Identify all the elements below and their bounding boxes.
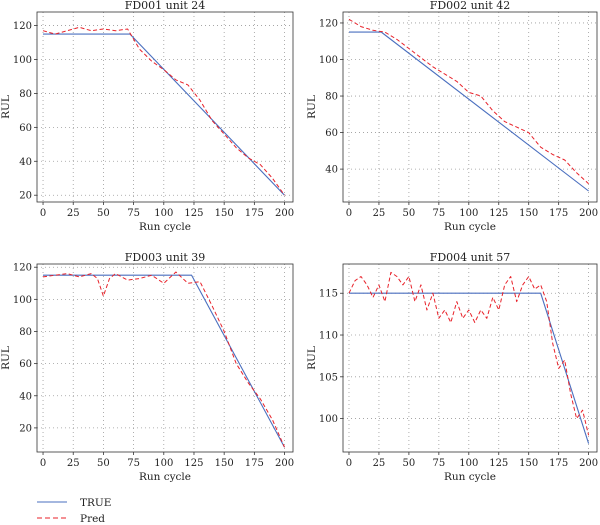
- x-tick-label: 125: [489, 458, 508, 469]
- y-axis-label: RUL: [306, 346, 318, 370]
- x-tick-label: 150: [215, 208, 234, 219]
- y-tick-label: 100: [13, 55, 32, 66]
- chart-panel-1: 0 25 50 75 100 125 150 175 200 20 40 60 80 100 120 FD00…: [0, 0, 294, 233]
- x-tick-label: 150: [519, 208, 538, 219]
- y-axis-label: RUL: [0, 346, 12, 370]
- y-tick-label: 100: [319, 55, 338, 66]
- x-tick-label: 50: [403, 458, 416, 469]
- x-tick-label: 25: [373, 458, 386, 469]
- y-tick-label: 100: [319, 414, 338, 425]
- y-tick-label: 40: [325, 165, 338, 176]
- x-tick-label: 175: [549, 208, 568, 219]
- y-tick-label: 120: [13, 21, 32, 32]
- x-axis-label: Run cycle: [444, 221, 496, 233]
- x-tick-label: 200: [275, 208, 294, 219]
- x-tick-label: 75: [127, 458, 140, 469]
- y-tick-label: 60: [19, 359, 32, 370]
- x-tick-label: 75: [432, 458, 445, 469]
- series-pred-line: [348, 271, 590, 436]
- x-tick-label: 25: [67, 208, 80, 219]
- x-tick-label: 50: [97, 208, 110, 219]
- x-tick-label: 0: [346, 208, 352, 219]
- x-tick-label: 0: [40, 208, 46, 219]
- chart-title: FD003 unit 39: [125, 251, 206, 264]
- x-tick-label: 50: [403, 208, 416, 219]
- x-tick-label: 100: [154, 458, 173, 469]
- y-tick-label: 60: [19, 123, 32, 134]
- x-tick-label: 175: [549, 458, 568, 469]
- chart-panel-3: 0 25 50 75 100 125 150 175 200 20 40 60 80 100 120 FD00…: [0, 251, 294, 483]
- y-tick-label: 110: [319, 331, 338, 342]
- x-tick-label: 25: [67, 458, 80, 469]
- y-tick-label: 80: [19, 327, 32, 338]
- x-tick-label: 25: [373, 208, 386, 219]
- y-tick-label: 80: [325, 92, 338, 103]
- legend-true-label: TRUE: [80, 497, 111, 509]
- x-tick-label: 125: [184, 458, 203, 469]
- y-tick-label: 120: [13, 263, 32, 274]
- x-tick-label: 0: [40, 458, 46, 469]
- x-axis-label: Run cycle: [139, 221, 191, 233]
- plot-frame: [36, 11, 294, 203]
- y-tick-label: 40: [19, 391, 32, 402]
- x-tick-label: 0: [346, 458, 352, 469]
- legend: TRUE Pred: [37, 497, 111, 525]
- x-tick-label: 100: [459, 208, 478, 219]
- x-tick-label: 100: [154, 208, 173, 219]
- x-tick-label: 200: [579, 458, 598, 469]
- x-tick-label: 125: [184, 208, 203, 219]
- plot-frame: [342, 263, 598, 453]
- x-tick-label: 200: [579, 208, 598, 219]
- y-axis-label: RUL: [0, 95, 12, 119]
- y-axis-label: RUL: [306, 95, 318, 119]
- y-tick-label: 105: [319, 372, 338, 383]
- y-tick-label: 115: [319, 289, 338, 300]
- y-tick-label: 20: [19, 423, 32, 434]
- y-tick-label: 40: [19, 157, 32, 168]
- x-tick-label: 150: [215, 458, 234, 469]
- x-tick-label: 175: [245, 458, 264, 469]
- chart-title: FD004 unit 57: [430, 251, 511, 264]
- series-true-line: [349, 31, 589, 192]
- y-tick-label: 60: [325, 128, 338, 139]
- x-axis-label: Run cycle: [139, 471, 191, 483]
- y-tick-label: 100: [13, 295, 32, 306]
- plot-frame: [36, 263, 294, 453]
- chart-panel-2: 0 25 50 75 100 125 150 175 200 40 60 80 100 120 FD002 …: [306, 0, 598, 233]
- x-tick-label: 50: [97, 458, 110, 469]
- y-tick-label: 20: [19, 191, 32, 202]
- x-tick-label: 200: [275, 458, 294, 469]
- x-axis-label: Run cycle: [444, 471, 496, 483]
- x-tick-label: 125: [489, 208, 508, 219]
- legend-pred-label: Pred: [80, 513, 105, 525]
- chart-title: FD002 unit 42: [430, 0, 511, 12]
- plot-frame: [342, 11, 598, 203]
- chart-title: FD001 unit 24: [125, 0, 206, 12]
- y-tick-label: 120: [319, 18, 338, 29]
- x-tick-label: 75: [127, 208, 140, 219]
- x-tick-label: 75: [432, 208, 445, 219]
- x-tick-label: 100: [459, 458, 478, 469]
- x-tick-label: 175: [245, 208, 264, 219]
- charts-layer: 0 25 50 75 100 125 150 175 20020406080100120FD00…: [0, 0, 598, 483]
- y-tick-label: 80: [19, 89, 32, 100]
- x-tick-label: 150: [519, 458, 538, 469]
- chart-panel-4: 0 25 50 75 100 125 150 175 200 100 105 110 115 FD004 …: [306, 251, 598, 483]
- series-pred-line: [348, 18, 589, 185]
- series-true-line: [43, 33, 285, 196]
